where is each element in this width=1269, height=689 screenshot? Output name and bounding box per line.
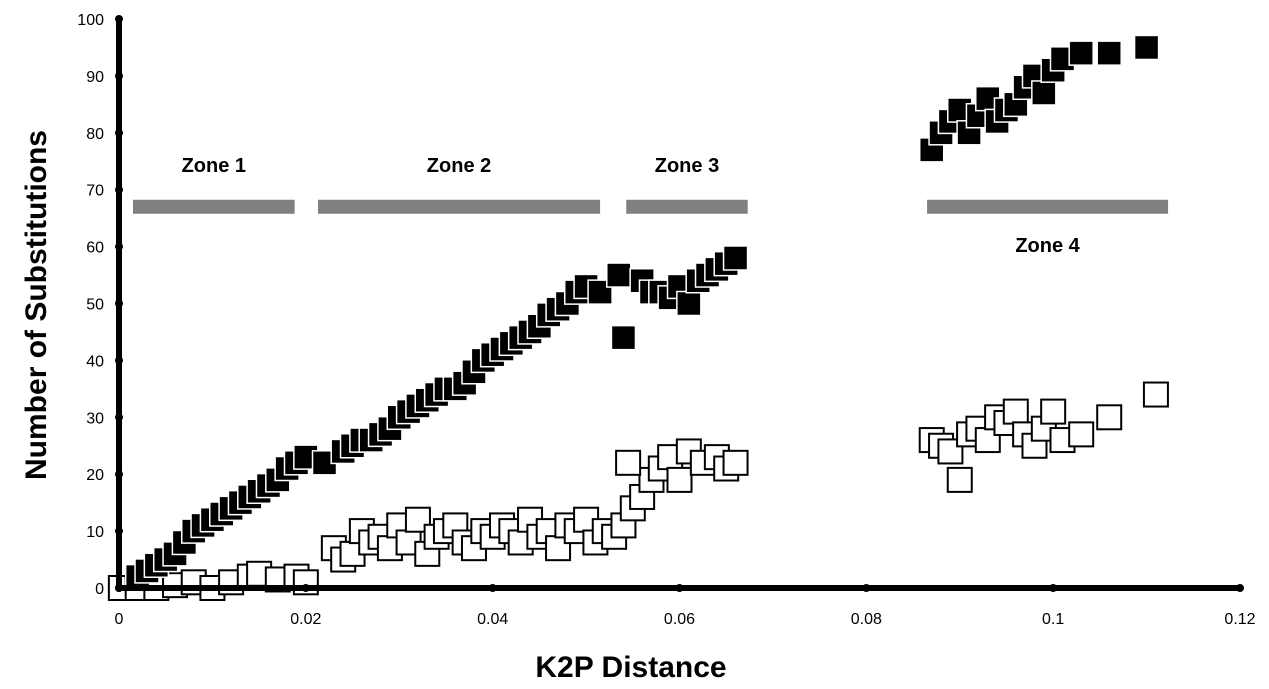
y-tick-label-10: 100: [77, 12, 104, 29]
y-tick-8: [115, 128, 123, 137]
zone-bar-3: [626, 199, 748, 214]
y-tick-label-6: 60: [86, 240, 104, 257]
y-tick-label-2: 20: [86, 467, 104, 484]
open-point-50: [666, 466, 693, 493]
filled-point-48: [606, 262, 632, 288]
filled-series-layer: [124, 34, 1160, 590]
zone-label-4: Zone 4: [1015, 235, 1080, 257]
x-tick-4: [862, 584, 871, 592]
zone-label-1: Zone 1: [182, 155, 246, 177]
y-tick-label-7: 70: [86, 183, 104, 200]
y-tick-10: [115, 15, 123, 23]
open-point-73: [1142, 381, 1169, 408]
filled-point-78: [1133, 34, 1160, 61]
open-point-21: [404, 506, 431, 533]
zone-bar-2: [317, 199, 601, 214]
y-tick-label-8: 80: [86, 126, 104, 143]
zone-label-2: Zone 2: [427, 155, 491, 177]
x-tick-label-3: 0.06: [664, 611, 695, 628]
open-point-65: [1002, 398, 1029, 425]
y-tick-5: [115, 299, 123, 308]
x-tick-label-0: 0: [115, 611, 124, 628]
y-tick-1: [115, 527, 123, 536]
x-tick-6: [1236, 584, 1244, 592]
x-tick-label-1: 0.02: [290, 611, 321, 628]
zone-bar-4: [927, 199, 1169, 214]
y-tick-0: [115, 584, 123, 592]
open-point-59: [946, 466, 973, 493]
x-tick-label-6: 0.12: [1224, 611, 1255, 628]
x-tick-label-2: 0.04: [477, 611, 508, 628]
filled-point-73: [1031, 80, 1057, 106]
x-tick-5: [1049, 584, 1058, 592]
open-point-71: [1068, 421, 1095, 448]
x-tick-2: [488, 584, 497, 592]
y-tick-label-0: 0: [95, 581, 104, 598]
open-point-55: [722, 449, 749, 476]
y-tick-label-4: 40: [86, 353, 104, 370]
open-point-47: [615, 449, 642, 476]
y-tick-6: [115, 242, 123, 251]
open-point-69: [1040, 398, 1067, 425]
filled-point-77: [1096, 40, 1122, 66]
zone-layer: Zone 1 Zone 2 Zone 3 Zone 4: [133, 155, 1169, 257]
y-tick-7: [115, 185, 123, 194]
y-tick-4: [115, 356, 123, 365]
y-tick-9: [115, 71, 123, 80]
y-tick-label-1: 10: [86, 524, 104, 541]
y-tick-label-3: 30: [86, 410, 104, 427]
filled-point-76: [1068, 40, 1094, 66]
y-tick-label-9: 90: [86, 69, 104, 86]
open-point-72: [1096, 404, 1123, 431]
y-tick-3: [115, 413, 123, 422]
y-tick-label-5: 50: [86, 297, 104, 314]
x-axis-title: K2P Distance: [535, 651, 726, 684]
tick-labels: 0 0.02 0.04 0.06 0.08 0.1 0.12 0 10 20 30 40 50 60 70 8…: [77, 12, 1255, 628]
filled-point-60: [722, 245, 749, 271]
zone-label-3: Zone 3: [655, 155, 719, 177]
x-tick-3: [675, 584, 684, 592]
x-tick-label-4: 0.08: [851, 611, 882, 628]
x-tick-1: [301, 584, 310, 592]
zone-bar-1: [133, 199, 295, 214]
y-tick-2: [115, 470, 123, 479]
x-tick-label-5: 0.1: [1042, 611, 1064, 628]
open-series-layer: [107, 381, 1169, 601]
filled-point-49: [610, 324, 637, 351]
filled-point-55: [676, 290, 702, 317]
y-axis-title: Number of Substitutions: [20, 130, 53, 480]
